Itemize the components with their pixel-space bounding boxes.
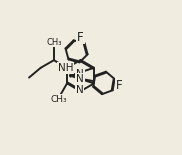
Text: CH₃: CH₃ — [46, 38, 62, 47]
Text: N: N — [76, 74, 84, 84]
Text: CH₃: CH₃ — [50, 95, 67, 104]
Text: F: F — [77, 31, 84, 44]
Text: N: N — [76, 85, 84, 95]
Text: NH: NH — [58, 63, 73, 73]
Text: N: N — [76, 69, 84, 79]
Text: F: F — [116, 79, 123, 92]
